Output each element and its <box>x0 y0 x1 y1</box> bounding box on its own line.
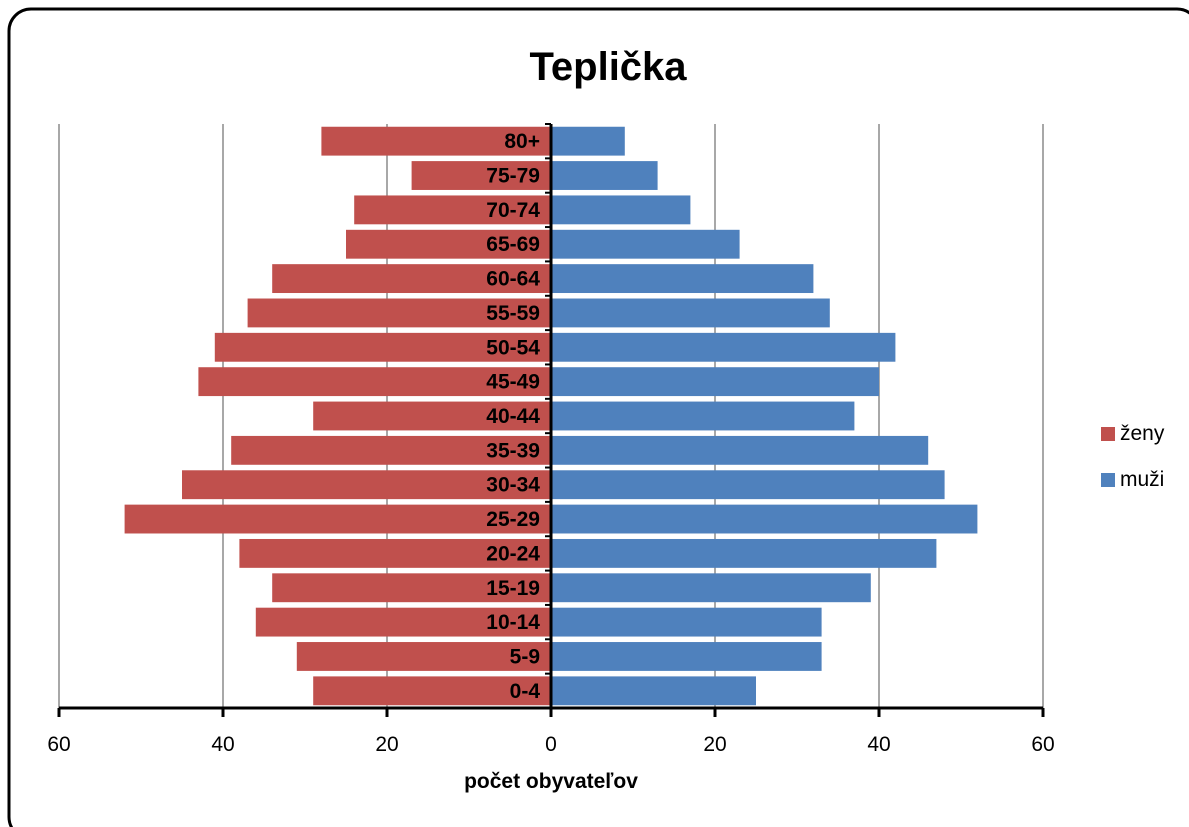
bar-muzi-25-29 <box>551 504 978 534</box>
bar-zeny-45-49 <box>198 367 551 397</box>
bar-zeny-35-39 <box>231 435 551 465</box>
bar-zeny-0-4 <box>313 676 551 706</box>
category-label: 60-64 <box>486 268 540 291</box>
axes: 60 40 20 0 20 40 60 <box>47 123 1055 756</box>
bar-muzi-75-79 <box>551 161 658 190</box>
bar-muzi-55-59 <box>551 298 830 328</box>
bar-zeny-5-9 <box>296 642 551 671</box>
bar-zeny-30-34 <box>182 470 551 500</box>
bar-zeny-20-24 <box>239 538 551 568</box>
chart-title: Teplička <box>529 45 687 89</box>
bar-muzi-30-34 <box>551 470 945 500</box>
bar-muzi-40-44 <box>551 401 855 431</box>
category-label: 55-59 <box>486 302 540 325</box>
bar-muzi-0-4 <box>551 676 756 706</box>
bar-muzi-50-54 <box>551 332 896 362</box>
bar-zeny-55-59 <box>247 298 551 328</box>
category-label: 65-69 <box>486 233 540 256</box>
category-label: 80+ <box>504 130 540 153</box>
x-tick-label: 40 <box>867 733 890 756</box>
x-tick-label: 20 <box>375 733 398 756</box>
bar-muzi-80+ <box>551 126 625 156</box>
legend: ženy muži <box>1101 422 1165 491</box>
category-label: 45-49 <box>486 371 540 394</box>
x-tick-label: 40 <box>211 733 234 756</box>
bar-muzi-5-9 <box>551 642 822 671</box>
bar-zeny-80+ <box>321 126 551 156</box>
bar-zeny-10-14 <box>255 607 552 637</box>
category-label: 15-19 <box>486 577 540 600</box>
legend-swatch <box>1101 473 1115 487</box>
category-label: 5-9 <box>510 645 540 668</box>
x-tick-label: 0 <box>545 733 557 756</box>
x-tick-label: 60 <box>47 733 70 756</box>
category-label: 20-24 <box>486 542 540 565</box>
category-label: 75-79 <box>486 165 540 188</box>
category-label: 35-39 <box>486 439 540 462</box>
bars <box>124 126 978 706</box>
category-label: 25-29 <box>486 508 540 531</box>
x-axis-title: počet obyvateľov <box>464 770 638 793</box>
bar-zeny-70-74 <box>354 195 551 225</box>
legend-label: muži <box>1120 468 1164 491</box>
bar-muzi-35-39 <box>551 435 929 465</box>
bar-muzi-15-19 <box>551 573 871 603</box>
legend-label: ženy <box>1120 422 1165 445</box>
bar-muzi-60-64 <box>551 264 814 294</box>
category-label: 30-34 <box>486 474 540 497</box>
category-label: 70-74 <box>486 199 540 222</box>
bar-muzi-70-74 <box>551 195 691 225</box>
bar-zeny-25-29 <box>124 504 551 534</box>
bar-muzi-45-49 <box>551 367 879 397</box>
category-label: 50-54 <box>486 336 540 359</box>
bar-zeny-65-69 <box>346 229 551 259</box>
x-tick-label: 60 <box>1031 733 1054 756</box>
bar-muzi-20-24 <box>551 538 937 568</box>
bar-muzi-10-14 <box>551 607 822 637</box>
bar-zeny-40-44 <box>313 401 551 431</box>
bar-zeny-15-19 <box>272 573 551 603</box>
bar-zeny-60-64 <box>272 264 551 294</box>
bar-zeny-75-79 <box>411 161 551 190</box>
x-tick-label: 20 <box>703 733 726 756</box>
category-label: 40-44 <box>486 405 540 428</box>
bar-zeny-50-54 <box>214 332 552 362</box>
legend-swatch <box>1101 427 1115 441</box>
category-label: 0-4 <box>510 680 541 703</box>
category-label: 10-14 <box>486 611 540 634</box>
bar-muzi-65-69 <box>551 229 740 259</box>
category-labels: 0-4 5-9 10-14 15-19 20-24 25-29 30-34 35-39 40-4… <box>486 130 540 703</box>
